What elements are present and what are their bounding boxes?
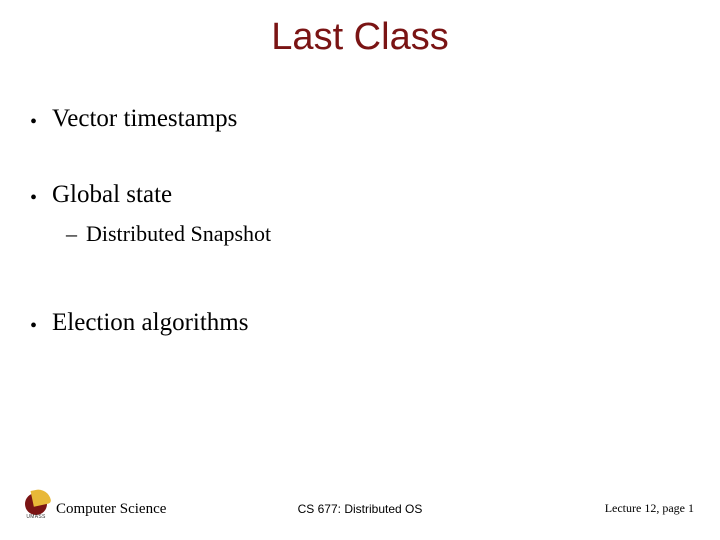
footer: UMASS Computer Science CS 677: Distribut…	[0, 490, 720, 518]
logo-block: UMASS Computer Science	[22, 490, 166, 518]
bullet-dot-icon: •	[30, 316, 52, 336]
bullet-text: Vector timestamps	[52, 105, 237, 133]
bullet-item: • Global state	[30, 181, 690, 209]
sub-bullet-item: – Distributed Snapshot	[66, 221, 690, 247]
sub-bullet-text: Distributed Snapshot	[86, 221, 271, 247]
bullet-item: • Vector timestamps	[30, 105, 690, 133]
content-area: • Vector timestamps • Global state – Dis…	[30, 105, 690, 341]
umass-logo-icon: UMASS	[22, 490, 50, 518]
slide-title: Last Class	[0, 16, 720, 59]
department-label: Computer Science	[56, 501, 166, 518]
bullet-dash-icon: –	[66, 221, 86, 247]
bullet-text: Election algorithms	[52, 309, 248, 337]
bullet-dot-icon: •	[30, 112, 52, 132]
course-label: CS 677: Distributed OS	[298, 502, 423, 516]
bullet-dot-icon: •	[30, 188, 52, 208]
slide: Last Class • Vector timestamps • Global …	[0, 0, 720, 540]
bullet-text: Global state	[52, 181, 172, 209]
bullet-item: • Election algorithms	[30, 309, 690, 337]
lecture-page-label: Lecture 12, page 1	[605, 501, 694, 516]
